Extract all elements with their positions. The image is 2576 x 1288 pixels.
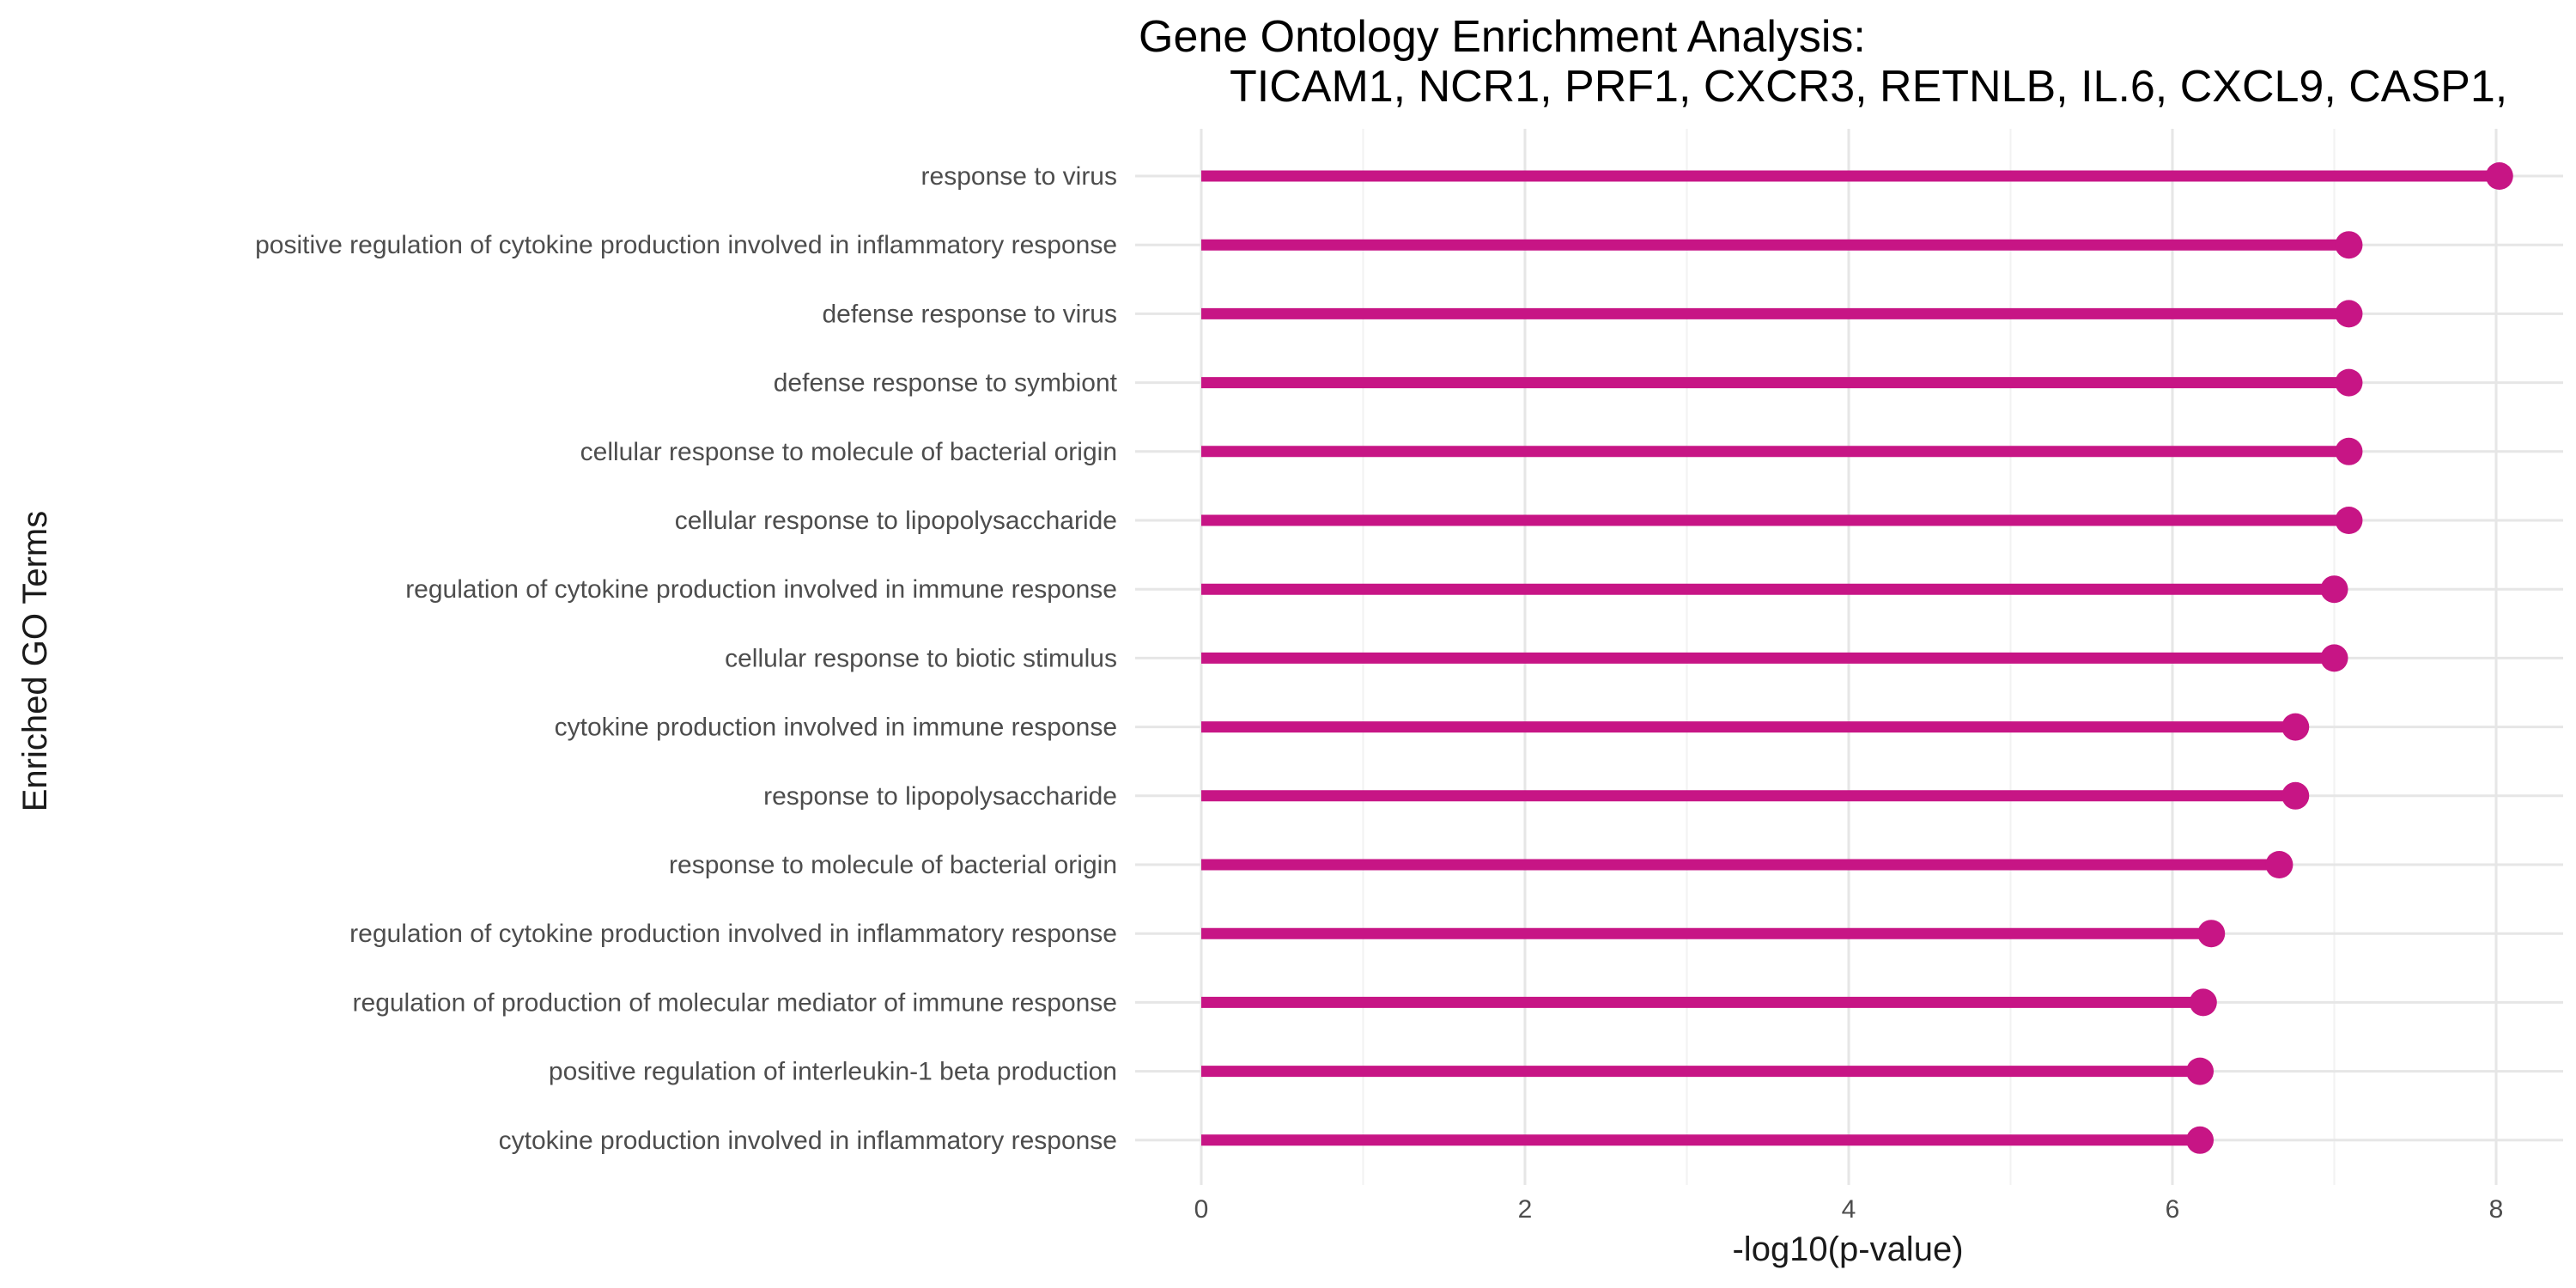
chart-title-line1: Gene Ontology Enrichment Analysis: — [1139, 12, 1866, 62]
y-tick-label: cellular response to lipopolysaccharide — [675, 507, 1117, 535]
y-tick-label: response to virus — [921, 162, 1117, 191]
x-tick-label: 2 — [1518, 1195, 1533, 1224]
x-tick-labels: 0 2 4 6 8 — [1194, 1195, 2504, 1224]
y-tick-label: response to lipopolysaccharide — [763, 782, 1117, 811]
y-tick-label: defense response to symbiont — [774, 369, 1118, 398]
lollipop-point — [2335, 507, 2363, 534]
lollipop-point — [2197, 920, 2226, 948]
lollipop-point — [2485, 162, 2513, 190]
y-tick-label: defense response to virus — [822, 300, 1117, 328]
y-axis-title: Enriched GO Terms — [16, 511, 54, 812]
chart-title-line2: TICAM1, NCR1, PRF1, CXCR3, RETNLB, IL.6,… — [1230, 62, 2507, 112]
lollipop-point — [2320, 575, 2348, 604]
lollipop-point — [2335, 368, 2363, 397]
y-tick-label: regulation of production of molecular me… — [353, 988, 1117, 1017]
lollipop-point — [2186, 1057, 2215, 1085]
lollipop-point — [2335, 300, 2363, 328]
y-tick-label: positive regulation of interleukin-1 bet… — [549, 1058, 1117, 1086]
lollipop-point — [2189, 988, 2217, 1017]
y-tick-label: cytokine production involved in inflamma… — [499, 1127, 1117, 1155]
lollipop-marks — [1201, 162, 2513, 1154]
x-tick-label: 4 — [1842, 1195, 1856, 1224]
y-tick-label: regulation of cytokine production involv… — [349, 920, 1117, 948]
y-tick-label: cellular response to biotic stimulus — [725, 644, 1117, 672]
x-tick-label: 0 — [1194, 1195, 1209, 1224]
x-tick-label: 6 — [2166, 1195, 2180, 1224]
y-tick-labels: response to virus positive regulation of … — [255, 162, 1118, 1155]
y-tick-label: regulation of cytokine production involv… — [405, 575, 1117, 604]
y-tick-label: cellular response to molecule of bacteri… — [580, 438, 1117, 466]
x-axis-title: -log10(p-value) — [1732, 1230, 1963, 1268]
lollipop-point — [2281, 781, 2310, 810]
lollipop-point — [2320, 644, 2348, 672]
lollipop-point — [2186, 1126, 2215, 1154]
lollipop-point — [2335, 231, 2363, 259]
lollipop-point — [2281, 713, 2310, 741]
y-tick-label: cytokine production involved in immune r… — [555, 714, 1117, 742]
lollipop-point — [2335, 437, 2363, 465]
y-tick-label: response to molecule of bacterial origin — [669, 851, 1117, 879]
lollipop-point — [2265, 851, 2293, 878]
y-tick-label: positive regulation of cytokine producti… — [255, 231, 1117, 259]
x-tick-label: 8 — [2489, 1195, 2504, 1224]
